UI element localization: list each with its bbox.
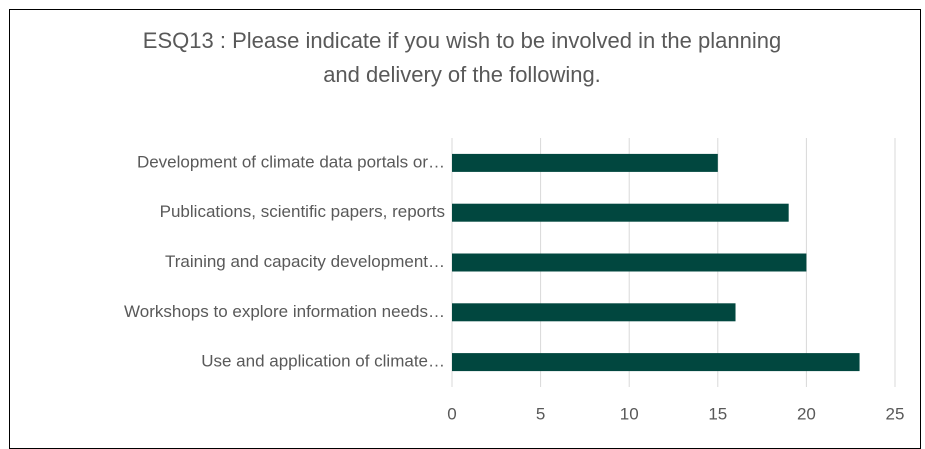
y-tick-label: Use and application of climate… <box>201 352 445 371</box>
x-tick-label: 0 <box>447 404 456 423</box>
x-tick-label: 20 <box>797 404 816 423</box>
bar <box>452 153 718 172</box>
x-tick-label: 5 <box>536 404 545 423</box>
bar <box>452 253 807 272</box>
y-tick-label: Workshops to explore information needs… <box>124 302 445 321</box>
chart-frame <box>9 9 921 449</box>
y-tick-label: Publications, scientific papers, reports <box>160 202 445 221</box>
x-tick-label: 10 <box>620 404 639 423</box>
x-tick-label: 25 <box>886 404 905 423</box>
y-tick-label: Development of climate data portals or… <box>137 152 445 171</box>
bar <box>452 203 789 222</box>
y-tick-label: Training and capacity development… <box>165 252 445 271</box>
bar <box>452 303 736 322</box>
chart-title: ESQ13 : Please indicate if you wish to b… <box>142 28 782 87</box>
x-tick-label: 15 <box>708 404 727 423</box>
bar <box>452 353 860 372</box>
